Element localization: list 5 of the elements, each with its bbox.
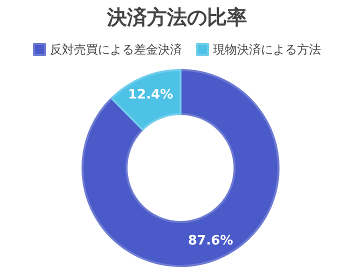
legend-label: 反対売買による差金決済 xyxy=(50,42,182,56)
chart-title: 決済方法の比率 xyxy=(106,5,247,29)
data-label: 87.6% xyxy=(188,234,234,249)
data-label: 12.4% xyxy=(128,87,174,102)
legend-label: 現物決済による方法 xyxy=(213,42,321,56)
